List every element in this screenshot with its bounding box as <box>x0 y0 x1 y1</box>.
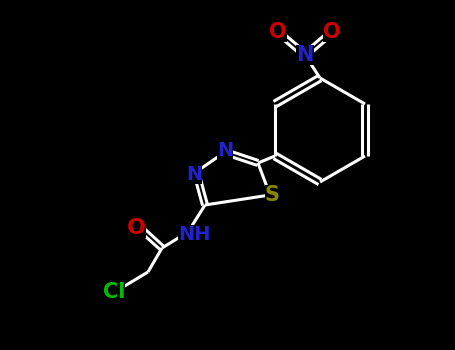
Text: O: O <box>323 22 341 42</box>
Text: S: S <box>264 185 279 205</box>
Text: N: N <box>217 140 233 160</box>
Text: N: N <box>296 45 313 65</box>
Text: O: O <box>269 22 287 42</box>
Text: Cl: Cl <box>103 282 125 302</box>
Text: N: N <box>186 164 202 183</box>
Text: NH: NH <box>178 224 210 244</box>
Text: O: O <box>126 218 146 238</box>
